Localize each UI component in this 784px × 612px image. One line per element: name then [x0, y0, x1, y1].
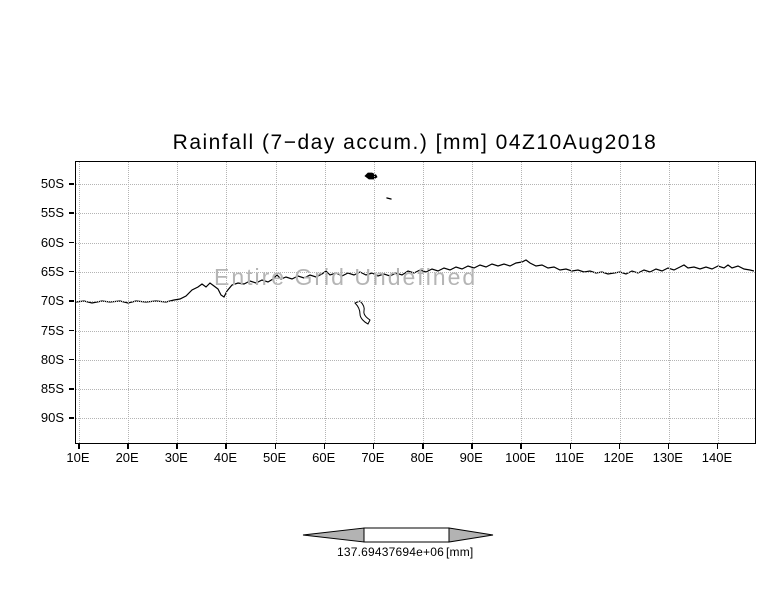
lon-gridline — [275, 162, 277, 443]
lon-tick-label: 80E — [410, 450, 434, 465]
lon-tick-mark — [323, 444, 326, 449]
lat-gridline — [76, 213, 755, 215]
lat-tick-label: 50S — [40, 176, 64, 191]
lon-gridline — [79, 162, 80, 443]
lon-tick-mark — [716, 444, 719, 449]
lon-tick-mark — [274, 444, 277, 449]
lon-gridline — [668, 162, 670, 443]
lat-tick-mark — [69, 212, 74, 214]
lon-gridline — [570, 162, 572, 443]
lat-tick-label: 75S — [40, 322, 64, 338]
colorbar — [302, 527, 494, 543]
lon-tick-mark — [78, 444, 80, 449]
colorbar-left-arrow-icon — [302, 527, 365, 543]
lat-gridline — [76, 418, 755, 420]
lon-tick-mark — [618, 444, 621, 449]
lat-gridline — [76, 359, 755, 361]
lon-tick-label: 50E — [263, 450, 287, 465]
lat-tick-mark — [69, 270, 74, 273]
lat-gridline — [76, 330, 755, 332]
lat-tick-mark — [69, 183, 74, 185]
lon-tick-label: 90E — [459, 450, 483, 465]
lon-tick-label: 70E — [361, 450, 385, 465]
lat-tick-mark — [69, 329, 74, 331]
lat-gridline — [76, 242, 755, 244]
lon-tick-mark — [667, 444, 670, 449]
lon-tick-label: 40E — [213, 450, 238, 465]
lon-tick-mark — [225, 444, 227, 449]
lon-tick-mark — [422, 444, 424, 449]
chart-title: Rainfall (7−day accum.) [mm] 04Z10Aug201… — [172, 131, 658, 154]
lon-gridline — [177, 162, 179, 443]
lon-tick-label: 120E — [603, 450, 634, 465]
coastline-map — [76, 172, 754, 325]
lat-tick-label: 85S — [40, 381, 64, 397]
lon-tick-mark — [471, 444, 473, 449]
colorbar-unit-label: [mm] — [445, 545, 474, 559]
lat-gridline — [76, 271, 755, 273]
lon-tick-label: 140E — [701, 450, 733, 465]
lon-gridline — [423, 162, 425, 443]
lat-tick-label: 55S — [40, 205, 64, 221]
lon-tick-label: 110E — [554, 450, 585, 465]
lon-tick-label: 10E — [66, 450, 90, 465]
lon-gridline — [226, 162, 228, 443]
colorbar-body — [363, 527, 450, 543]
lon-gridline — [472, 162, 474, 443]
lat-tick-mark — [69, 300, 74, 302]
lon-tick-label: 60E — [312, 450, 336, 465]
colorbar-labels: 137.69437694e+06 [mm] — [337, 545, 473, 559]
lat-tick-label: 90S — [40, 410, 64, 426]
lon-tick-mark — [127, 444, 129, 449]
lon-tick-label: 20E — [115, 450, 139, 465]
undefined-grid-annotation: Entire Grid Undefined — [214, 264, 478, 290]
colorbar-right-arrow-icon — [448, 527, 494, 543]
lat-tick-label: 65S — [40, 263, 64, 279]
coastal-squiggle — [354, 300, 371, 325]
lon-tick-mark — [569, 444, 571, 449]
island-heard — [386, 197, 392, 200]
lon-gridline — [521, 162, 523, 443]
lat-tick-mark — [69, 358, 74, 361]
lon-tick-mark — [520, 444, 522, 449]
lat-tick-label: 80S — [40, 351, 64, 367]
coastline-path — [76, 259, 754, 304]
lat-tick-label: 60S — [40, 234, 64, 250]
island-kerguelen — [364, 172, 378, 180]
lat-gridline — [76, 184, 755, 185]
lat-gridline — [76, 389, 755, 391]
lat-tick-mark — [69, 241, 74, 244]
lat-tick-mark — [69, 417, 74, 419]
lon-tick-label: 100E — [505, 450, 536, 465]
lat-tick-mark — [69, 388, 74, 390]
colorbar-right-label: 37694e+06 — [381, 545, 444, 559]
lon-gridline — [717, 162, 719, 443]
lon-gridline — [128, 162, 130, 443]
lon-tick-label: 130E — [652, 450, 683, 465]
lat-tick-label: 70S — [40, 293, 64, 309]
colorbar-left-label: 137.694 — [337, 545, 382, 559]
lon-gridline — [324, 162, 326, 443]
lat-gridline — [76, 301, 755, 303]
lon-gridline — [619, 162, 621, 443]
plot-area — [75, 161, 756, 444]
lon-tick-label: 30E — [164, 450, 188, 465]
lon-gridline — [373, 162, 375, 443]
lon-tick-mark — [372, 444, 375, 449]
lon-tick-mark — [176, 444, 178, 449]
